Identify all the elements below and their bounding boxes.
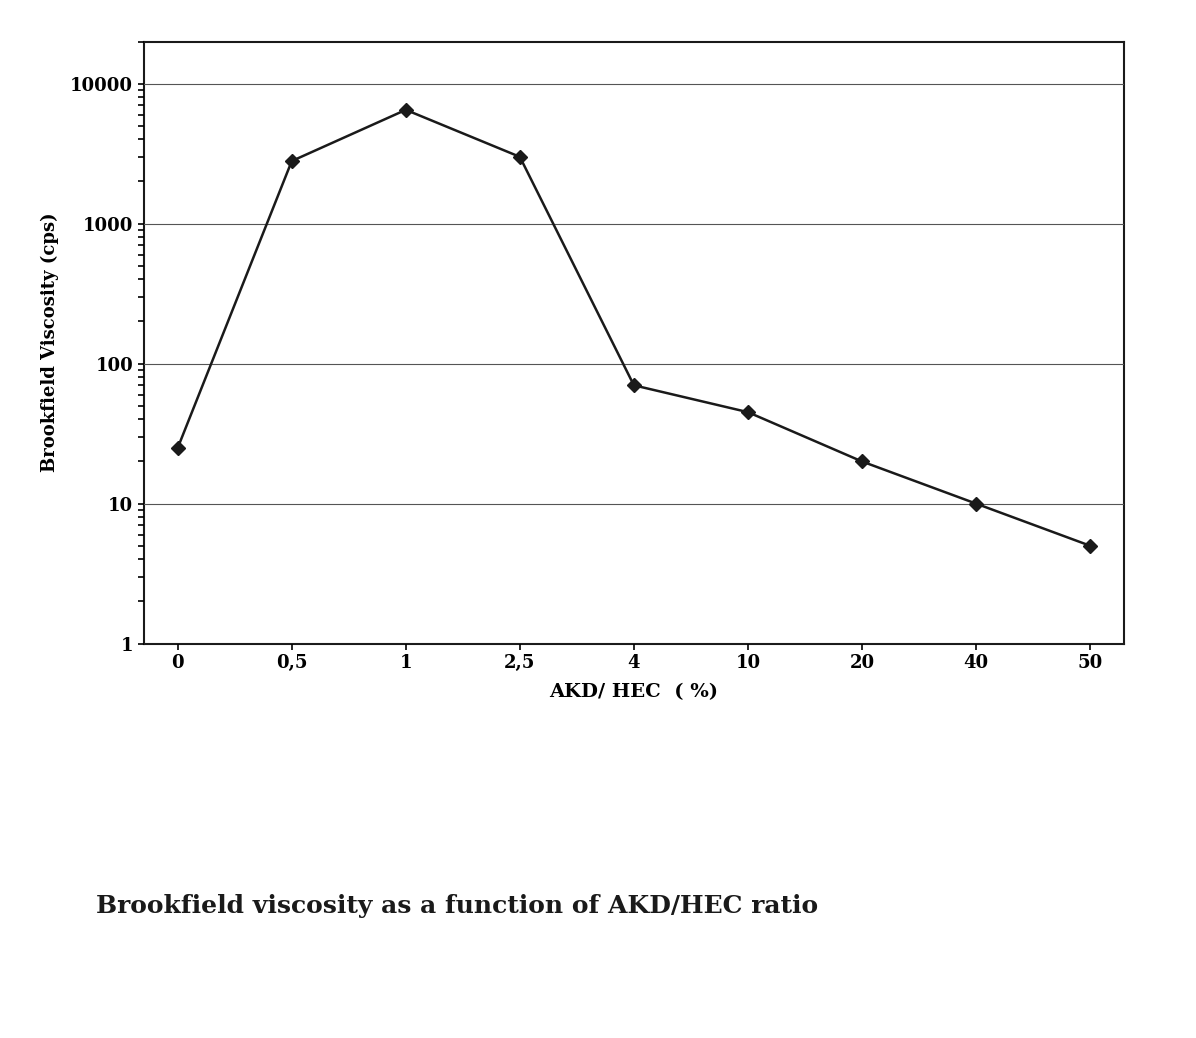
X-axis label: AKD/ HEC  ( %): AKD/ HEC ( %)	[549, 683, 719, 701]
Y-axis label: Brookfield Viscosity (cps): Brookfield Viscosity (cps)	[41, 213, 59, 472]
Text: Brookfield viscosity as a function of AKD/HEC ratio: Brookfield viscosity as a function of AK…	[96, 895, 818, 919]
